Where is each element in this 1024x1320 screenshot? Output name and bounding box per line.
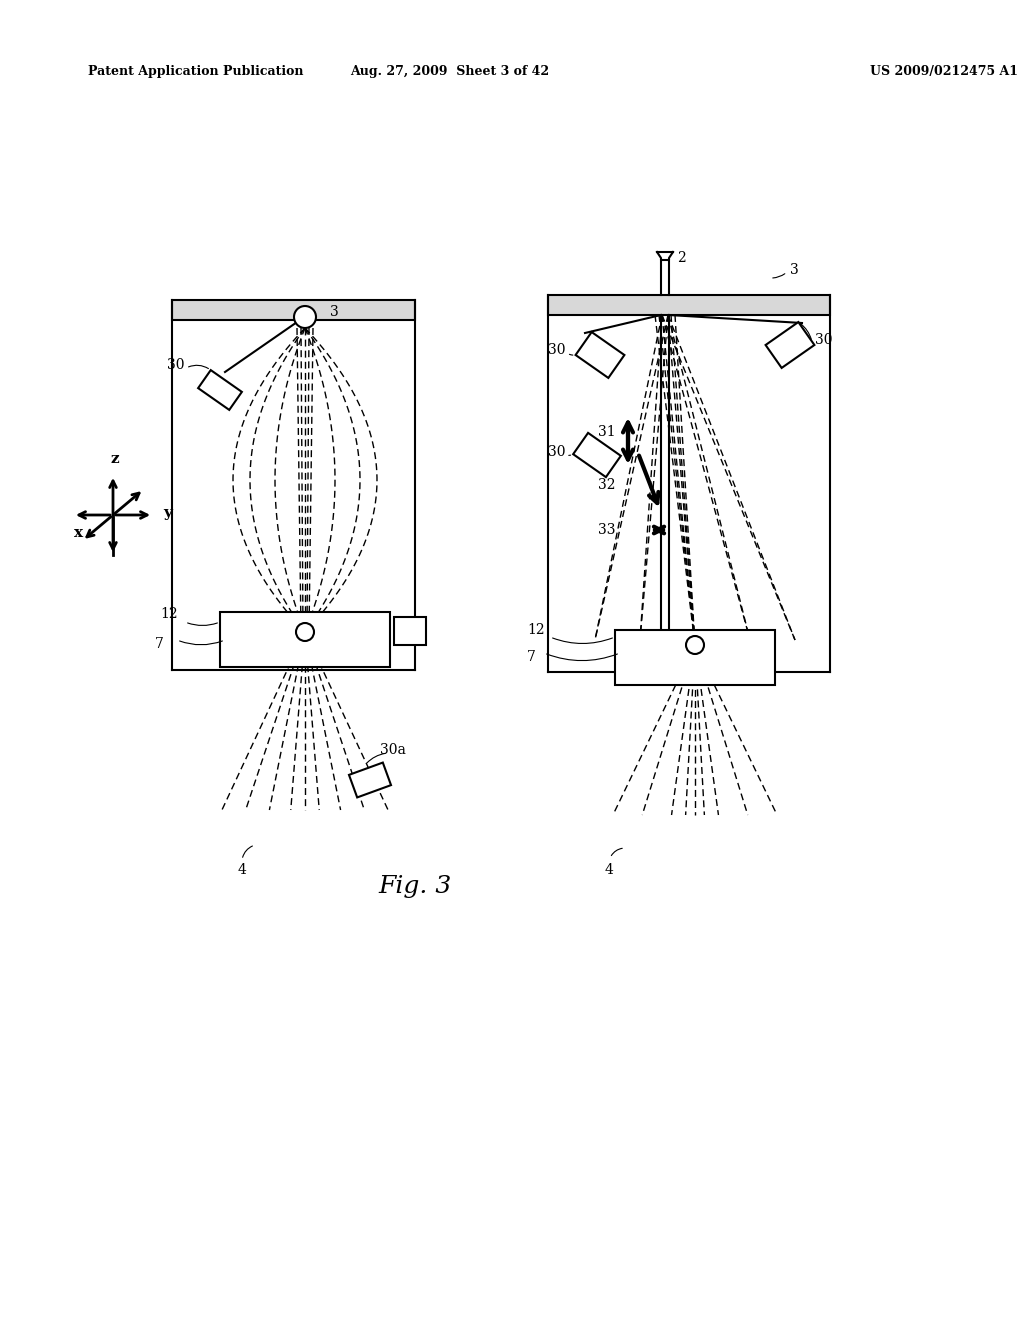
Text: 3: 3 <box>330 305 339 319</box>
Bar <box>548 294 830 315</box>
Bar <box>615 630 775 685</box>
Text: Patent Application Publication: Patent Application Publication <box>88 66 303 78</box>
Text: x: x <box>75 525 84 540</box>
Text: 30: 30 <box>815 333 833 347</box>
Text: 32: 32 <box>598 478 615 492</box>
Text: US 2009/0212475 A1: US 2009/0212475 A1 <box>870 66 1018 78</box>
Polygon shape <box>573 433 621 477</box>
Text: 30: 30 <box>167 358 184 372</box>
Text: Fig. 3: Fig. 3 <box>379 874 452 898</box>
Polygon shape <box>766 322 814 368</box>
Text: 4: 4 <box>238 863 247 876</box>
Text: 7: 7 <box>527 649 536 664</box>
Text: 12: 12 <box>160 607 177 620</box>
Polygon shape <box>575 333 625 378</box>
Text: 30: 30 <box>548 445 565 459</box>
Text: 2: 2 <box>677 251 686 265</box>
Polygon shape <box>349 763 391 797</box>
Text: 3: 3 <box>790 263 799 277</box>
Text: 31: 31 <box>598 425 615 440</box>
Circle shape <box>686 636 705 653</box>
Circle shape <box>296 623 314 642</box>
Bar <box>394 616 426 645</box>
Polygon shape <box>198 370 242 411</box>
Text: Aug. 27, 2009  Sheet 3 of 42: Aug. 27, 2009 Sheet 3 of 42 <box>350 66 550 78</box>
Text: 7: 7 <box>155 638 164 651</box>
Text: z: z <box>111 451 120 466</box>
Text: 33: 33 <box>598 523 615 537</box>
Text: 4: 4 <box>605 863 613 876</box>
Text: 30a: 30a <box>380 743 406 756</box>
Text: 12: 12 <box>527 623 545 638</box>
Bar <box>220 612 390 667</box>
Bar <box>172 300 415 319</box>
Text: 30: 30 <box>548 343 565 356</box>
Circle shape <box>294 306 316 327</box>
Text: y: y <box>163 506 172 520</box>
